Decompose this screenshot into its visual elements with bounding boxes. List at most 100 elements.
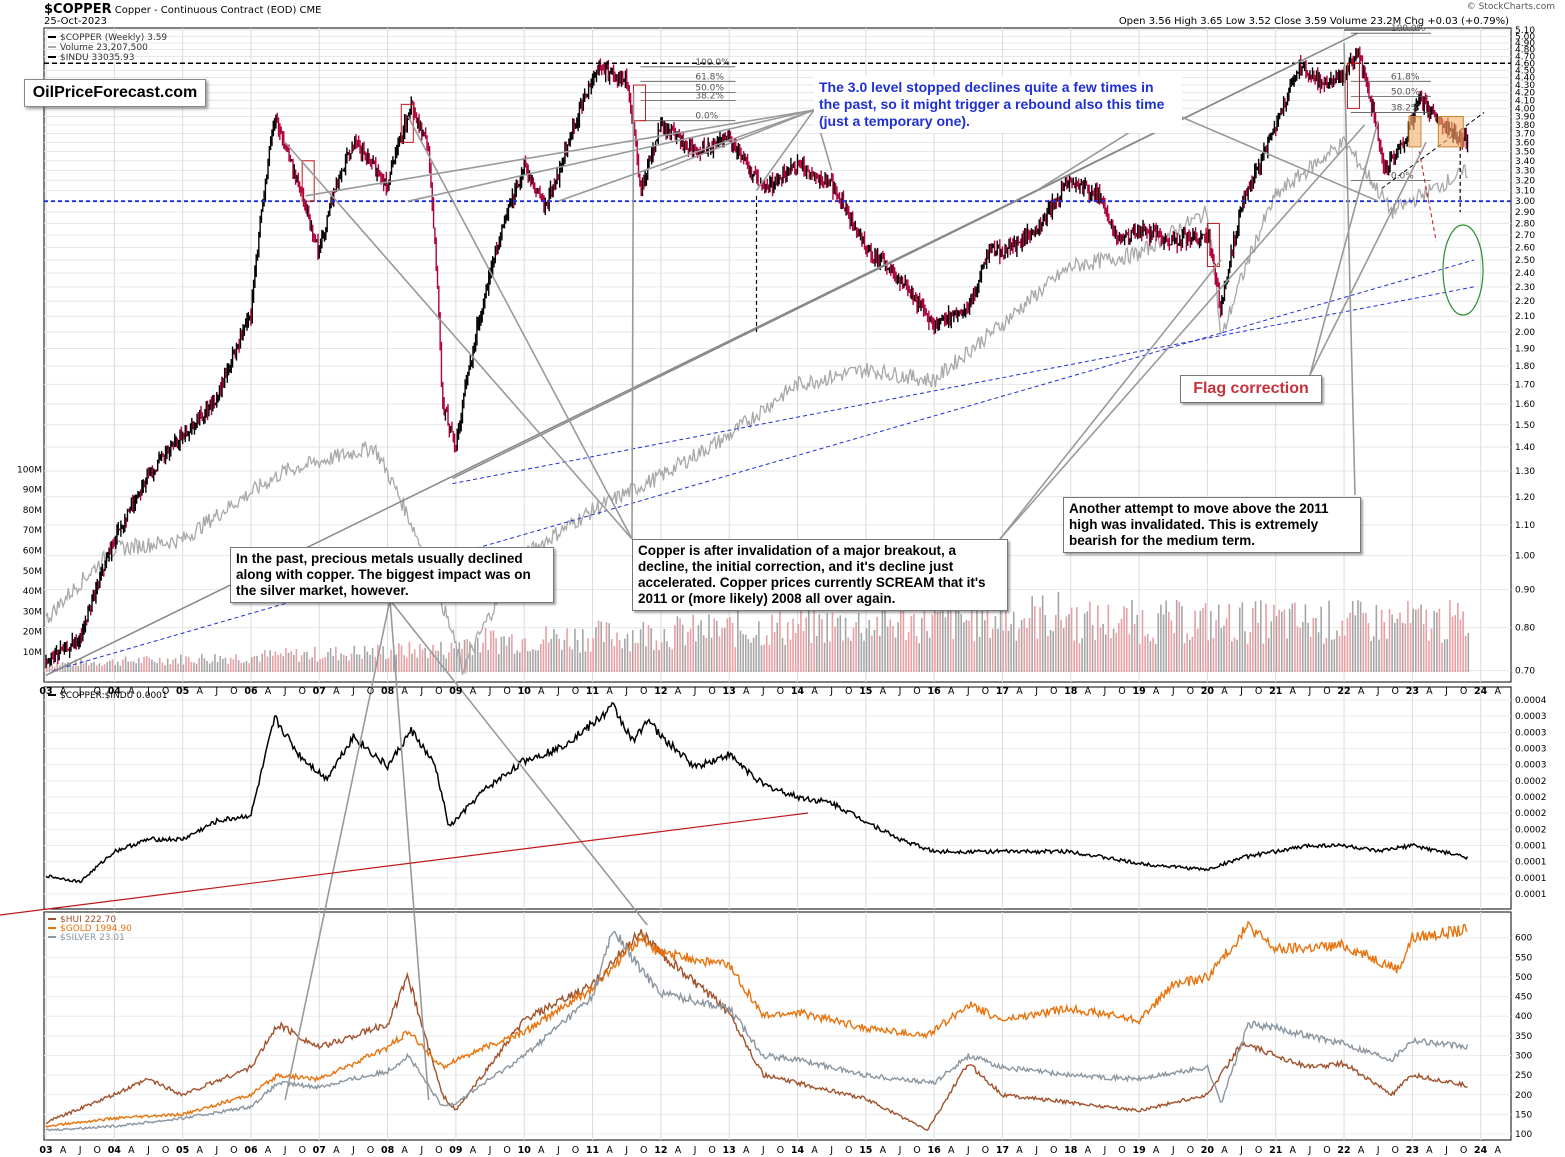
volume-bar xyxy=(913,613,915,672)
volume-bar xyxy=(1012,611,1015,672)
ratio-trendline xyxy=(0,812,809,916)
volume-bar xyxy=(821,619,823,672)
volume-bar xyxy=(361,659,363,672)
y-tick-label: 450 xyxy=(1515,993,1532,1003)
x-tick-year: 19 xyxy=(1132,1145,1145,1156)
volume-bar xyxy=(700,620,702,672)
x-tick-month: O xyxy=(162,1145,169,1156)
volume-bar xyxy=(955,600,957,672)
x-tick-month: O xyxy=(435,686,442,697)
legend-silver: $SILVER 23.01 xyxy=(60,933,125,943)
volume-tick-label: 80M xyxy=(23,506,42,516)
x-tick-month: O xyxy=(162,686,169,697)
volume-bar xyxy=(970,608,973,672)
volume-bar xyxy=(892,625,894,672)
volume-bar xyxy=(497,653,500,672)
x-tick-year: 12 xyxy=(654,1145,667,1156)
y-tick-label: 4.70 xyxy=(1515,52,1535,62)
volume-bar xyxy=(1341,620,1344,672)
volume-bar xyxy=(605,622,608,672)
volume-bar xyxy=(1125,608,1128,672)
volume-bar xyxy=(85,661,88,672)
volume-bar xyxy=(1370,641,1372,672)
x-tick-month: O xyxy=(367,1145,374,1156)
volume-bar xyxy=(981,604,984,672)
volume-bar xyxy=(1244,631,1246,672)
volume-bar xyxy=(222,658,224,672)
volume-bar xyxy=(1380,609,1383,672)
volume-bar xyxy=(411,653,413,672)
volume-bar xyxy=(469,641,471,672)
volume-bar xyxy=(1257,622,1259,672)
volume-bar xyxy=(432,644,434,672)
volume-bar xyxy=(445,658,447,672)
volume-bar xyxy=(1283,609,1286,672)
x-tick-month: J xyxy=(419,1145,423,1156)
x-tick-month: J xyxy=(419,686,423,697)
volume-bar xyxy=(1178,601,1181,672)
x-tick-month: A xyxy=(880,686,887,697)
volume-bar xyxy=(51,664,53,672)
volume-bar xyxy=(1133,623,1136,672)
callout-line xyxy=(407,116,633,540)
annotation-3-level: The 3.0 level stopped declines quite a f… xyxy=(814,76,1182,133)
volume-bar xyxy=(829,641,831,672)
volume-bar xyxy=(1026,628,1028,672)
x-tick-month: A xyxy=(811,1145,818,1156)
volume-bar xyxy=(1023,618,1026,672)
x-tick-year: 21 xyxy=(1269,686,1282,697)
volume-bar xyxy=(106,662,109,672)
x-tick-month: O xyxy=(1187,1145,1194,1156)
volume-bar xyxy=(277,654,279,672)
volume-bar xyxy=(416,657,419,672)
volume-bar xyxy=(119,665,122,672)
volume-bar xyxy=(1407,600,1409,672)
volume-bar xyxy=(660,642,663,672)
volume-bar xyxy=(503,636,505,672)
x-tick-month: J xyxy=(1239,1145,1243,1156)
y-tick-label: 3.10 xyxy=(1515,187,1535,197)
volume-bar xyxy=(1207,640,1210,672)
volume-bar xyxy=(295,648,298,672)
volume-bar xyxy=(1089,601,1091,672)
x-tick-month: O xyxy=(435,1145,442,1156)
y-tick-label: 3.60 xyxy=(1515,138,1535,148)
y-tick-label: 2.70 xyxy=(1515,231,1535,241)
volume-bar xyxy=(492,630,495,672)
volume-bar xyxy=(358,654,361,672)
x-tick-month: J xyxy=(898,686,902,697)
volume-bar xyxy=(140,662,143,672)
volume-bar xyxy=(1204,603,1207,672)
x-tick-month: O xyxy=(1050,1145,1057,1156)
y-tick-label: 1.30 xyxy=(1515,467,1535,477)
volume-bar xyxy=(608,623,610,672)
x-tick-month: J xyxy=(1444,686,1448,697)
legend-swatch xyxy=(48,936,56,938)
volume-bar xyxy=(773,631,776,672)
y-tick-label: 0.0004 xyxy=(1515,696,1547,706)
volume-bar xyxy=(571,649,574,672)
volume-bar xyxy=(1055,615,1057,672)
volume-bar xyxy=(285,648,287,672)
volume-bar xyxy=(279,653,282,672)
volume-bar xyxy=(153,661,156,672)
volume-bar xyxy=(114,664,116,672)
volume-bar xyxy=(111,659,114,672)
x-tick-month: O xyxy=(708,686,715,697)
volume-bar xyxy=(776,622,779,672)
volume-bar xyxy=(734,647,737,672)
volume-bar xyxy=(744,634,747,672)
y-tick-label: 3.50 xyxy=(1515,147,1535,157)
volume-bar xyxy=(1259,600,1262,672)
x-tick-year: 04 xyxy=(108,1145,122,1156)
x-tick-year: 18 xyxy=(1064,1145,1078,1156)
volume-bar xyxy=(1383,622,1386,672)
volume-bar xyxy=(463,639,466,672)
x-tick-month: A xyxy=(1495,686,1502,697)
volume-bar xyxy=(1036,638,1039,672)
volume-bar xyxy=(471,655,474,672)
volume-bar xyxy=(1320,606,1322,672)
volume-bar xyxy=(198,657,201,672)
volume-bar xyxy=(1196,628,1199,672)
volume-bar xyxy=(789,639,792,672)
